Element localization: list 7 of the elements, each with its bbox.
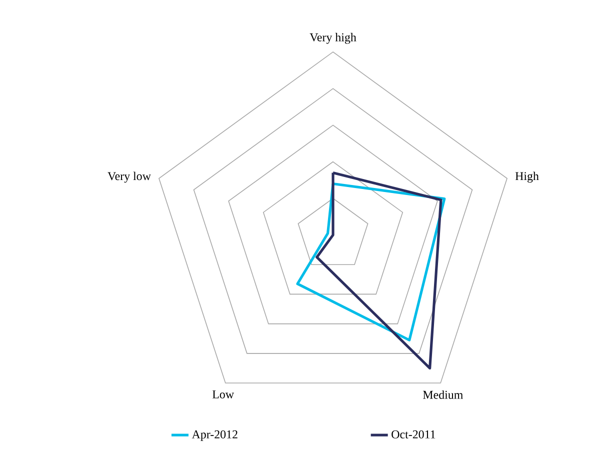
spoke-label: Very low bbox=[108, 172, 151, 183]
spoke-label: Medium bbox=[423, 390, 463, 399]
legend-label: Oct-2011 bbox=[392, 430, 436, 438]
legend-label: Apr-2012 bbox=[192, 430, 238, 441]
spoke-label: Low bbox=[212, 390, 234, 398]
spoke-label: High bbox=[515, 172, 539, 183]
spoke-label: Very high bbox=[310, 32, 356, 44]
